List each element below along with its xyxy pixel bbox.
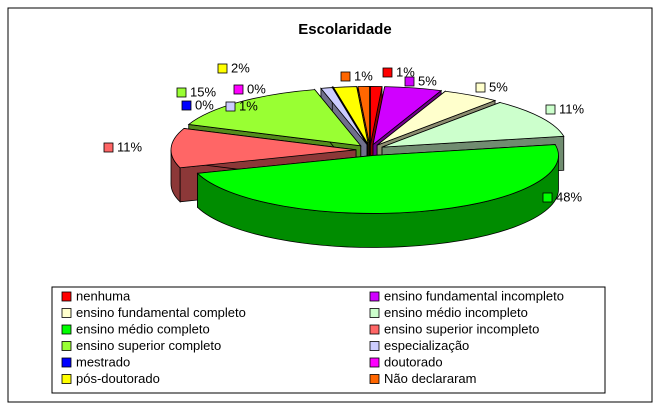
data-label: 11% (117, 139, 142, 154)
label-key (404, 76, 415, 87)
legend-key (369, 374, 380, 384)
legend-key (61, 308, 72, 318)
legend-label: doutorado (384, 354, 443, 369)
data-label: 5% (489, 79, 508, 94)
label-key (225, 101, 236, 112)
legend-label: ensino médio completo (76, 321, 210, 336)
chart-title: Escolaridade (298, 21, 391, 38)
legend-key (369, 291, 380, 302)
label-key (176, 87, 187, 98)
pie-slice (332, 86, 369, 145)
legend-label: ensino fundamental completo (76, 305, 246, 320)
label-key (340, 71, 351, 82)
label-key (475, 82, 486, 93)
legend-box (51, 286, 606, 394)
pie-slice (357, 86, 370, 145)
legend-key (369, 308, 380, 318)
pie-slice (370, 86, 383, 145)
legend-label: ensino médio incompleto (384, 305, 528, 320)
legend-label: especialização (384, 338, 469, 353)
data-label: 1% (354, 68, 373, 83)
legend-label: nenhuma (76, 288, 131, 303)
data-label: 0% (195, 97, 214, 112)
legend-label: Não declararam (384, 371, 477, 386)
legend-key (369, 357, 380, 368)
pie-slice (196, 144, 559, 214)
label-key (233, 84, 244, 95)
legend-label: ensino superior incompleto (384, 321, 539, 336)
data-label: 2% (231, 60, 250, 75)
pie-slice (376, 90, 497, 146)
pie-slice (187, 89, 362, 147)
data-label: 1% (396, 64, 415, 79)
label-key (217, 63, 228, 74)
label-key (542, 192, 553, 203)
legend-key (369, 324, 380, 335)
legend-key (61, 341, 72, 351)
legend-label: pós-doutorado (76, 371, 160, 386)
legend-label: ensino superior completo (76, 338, 221, 353)
pie-slice (170, 128, 357, 169)
legend-label: ensino fundamental incompleto (384, 288, 564, 303)
data-label: 5% (418, 73, 437, 88)
legend-key (61, 324, 72, 335)
pie-slice (320, 87, 368, 145)
pie-slice (372, 86, 443, 146)
label-key (103, 142, 114, 153)
label-key (382, 67, 393, 78)
data-label: 1% (239, 98, 258, 113)
legend-key (61, 374, 72, 384)
data-label: 15% (190, 84, 216, 99)
legend-key (61, 357, 72, 368)
label-key (545, 104, 556, 115)
legend-key (61, 291, 72, 302)
label-key (181, 100, 192, 111)
legend-label: mestrado (76, 354, 130, 369)
pie-slice (381, 102, 565, 148)
data-label: 11% (559, 101, 584, 116)
legend-key (369, 341, 380, 351)
data-label: 0% (247, 81, 266, 96)
data-label: 48% (556, 189, 582, 204)
